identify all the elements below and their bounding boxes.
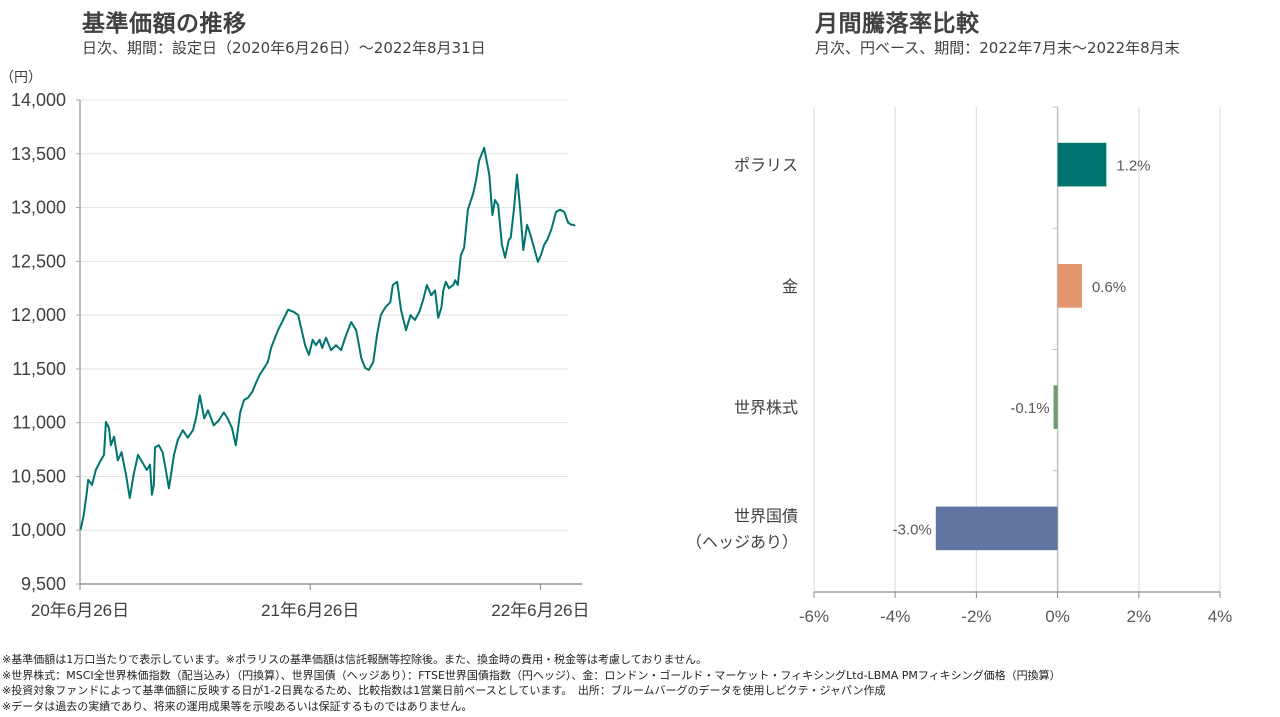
y-tick-label: 10,000 [11, 520, 66, 540]
x-tick-label: 4% [1208, 607, 1233, 626]
y-tick-label: 12,500 [11, 251, 66, 271]
bar [935, 506, 1058, 551]
y-tick-label: 11,000 [12, 413, 66, 433]
x-tick-label: 20年6月26日 [31, 601, 129, 620]
x-tick-label: 0% [1045, 607, 1070, 626]
category-label: 世界国債 [734, 506, 798, 525]
line-chart-subtitle: 日次、期間：設定日（2020年6月26日）～2022年8月31日 [82, 39, 486, 57]
x-tick-label: 2% [1127, 607, 1152, 626]
bar-value-label: -3.0% [893, 521, 932, 538]
footnotes: ※基準価額は1万口当たりで表示しています。※ポラリスの基準価額は信託報酬等控除後… [2, 652, 1061, 714]
x-tick-label: -2% [961, 607, 991, 626]
bar-chart-subtitle: 月次、円ベース、期間：2022年7月末～2022年8月末 [815, 39, 1180, 57]
bar [1053, 385, 1058, 429]
y-tick-label: 9,500 [21, 574, 66, 594]
bar-chart-title: 月間騰落率比較 [815, 11, 980, 37]
x-tick-label: -6% [799, 607, 829, 626]
y-tick-label: 13,000 [11, 198, 66, 218]
bar [1057, 142, 1107, 187]
footnote: ※投資対象ファンドによって基準価額に反映する日が1-2日異なるため、比較指数は1… [2, 684, 886, 697]
line-chart-title: 基準価額の推移 [82, 11, 247, 37]
bar [1057, 264, 1082, 308]
y-tick-label: 11,500 [12, 359, 66, 379]
bar-value-label: 0.6% [1092, 279, 1126, 296]
footnote: ※基準価額は1万口当たりで表示しています。※ポラリスの基準価額は信託報酬等控除後… [2, 653, 708, 666]
category-label: 世界株式 [734, 398, 798, 417]
y-axis-unit-label: （円） [0, 69, 42, 85]
x-tick-label: 22年6月26日 [491, 601, 589, 620]
line-chart: （円） 9,500 10,000 10,500 11,000 11,500 12,000 1… [0, 69, 590, 620]
y-tick-label: 12,000 [11, 305, 66, 325]
category-label: 金 [782, 277, 798, 296]
category-label: （ヘッジあり） [686, 532, 798, 551]
category-label: ポラリス [734, 156, 798, 175]
x-tick-label: 21年6月26日 [261, 601, 359, 620]
bar-value-label: 1.2% [1116, 158, 1150, 175]
y-tick-label: 14,000 [11, 90, 66, 110]
footnote: ※データは過去の実績であり、将来の運用成果等を示唆あるいは保証するものではありま… [2, 699, 473, 713]
bar-chart: 1.2%0.6%-0.1%-3.0% ポラリス金世界株式世界国債（ヘッジあり） … [686, 106, 1233, 626]
y-tick-label: 13,500 [11, 144, 66, 164]
y-tick-label: 10,500 [11, 466, 66, 486]
bar-value-label: -0.1% [1010, 400, 1049, 417]
x-tick-label: -4% [880, 607, 910, 626]
nav-line-series [79, 146, 576, 531]
footnote: ※世界株式：MSCI全世界株価指数（配当込み）（円換算）、世界国債（ヘッジあり）… [2, 668, 1061, 682]
